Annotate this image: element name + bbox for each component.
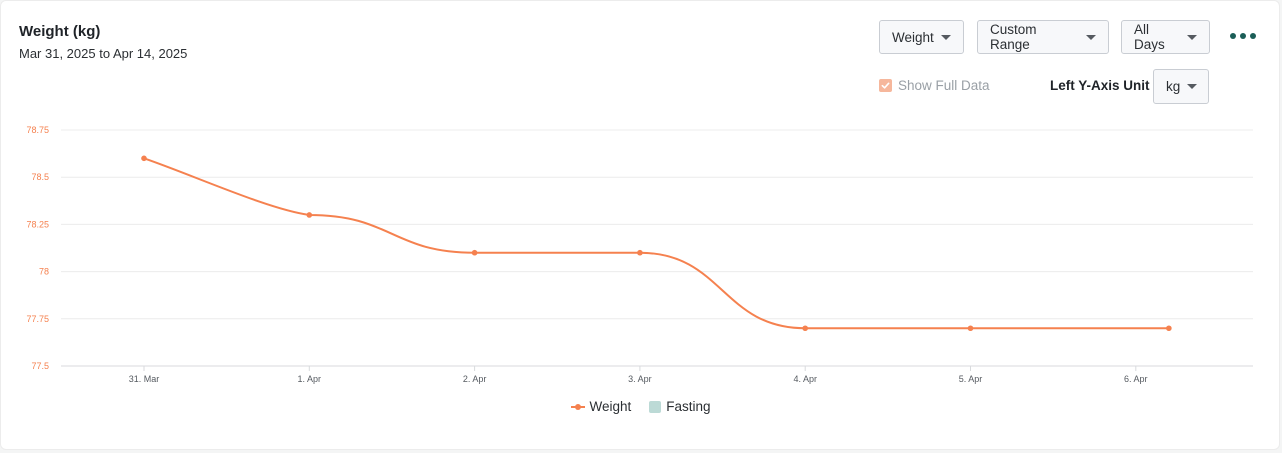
y-tick-label: 78.25 [26, 219, 49, 229]
data-point [471, 249, 478, 256]
left-axis-unit-label: Left Y-Axis Unit [1050, 78, 1150, 93]
data-point [802, 325, 808, 332]
legend-line-marker-icon [571, 403, 586, 410]
days-dropdown[interactable]: All Days [1121, 20, 1210, 54]
days-dropdown-label: All Days [1134, 22, 1165, 52]
unit-dropdown-label: kg [1166, 79, 1181, 94]
y-tick-label: 78.75 [26, 125, 49, 135]
data-point [967, 325, 974, 332]
legend-item-fasting[interactable]: Fasting [649, 399, 711, 414]
chevron-down-icon [1086, 34, 1096, 40]
legend-square-marker-icon [649, 400, 662, 413]
chart-legend: Weight Fasting [1, 399, 1281, 414]
unit-dropdown[interactable]: kg [1153, 69, 1209, 104]
y-tick-label: 77.75 [26, 314, 49, 324]
y-tick-label: 78 [39, 267, 49, 277]
show-full-data-checkbox[interactable]: Show Full Data [879, 78, 990, 93]
series-line-weight [143, 157, 1169, 330]
chevron-down-icon [1187, 84, 1198, 89]
chevron-down-icon [1187, 34, 1197, 40]
show-full-data-label: Show Full Data [898, 78, 990, 93]
metric-dropdown[interactable]: Weight [879, 20, 964, 54]
x-tick-label: 1. Apr [298, 374, 322, 384]
data-point [306, 212, 313, 218]
y-tick-label: 77.5 [31, 361, 49, 371]
range-dropdown-label: Custom Range [990, 22, 1037, 52]
legend-item-weight[interactable]: Weight [571, 399, 631, 414]
data-point [637, 249, 643, 256]
x-tick-label: 31. Mar [129, 374, 160, 384]
x-tick-label: 5. Apr [959, 374, 983, 384]
legend-label-fasting: Fasting [666, 399, 711, 414]
x-tick-label: 2. Apr [463, 374, 487, 384]
range-dropdown[interactable]: Custom Range [977, 20, 1109, 54]
chart-title: Weight (kg) [19, 23, 101, 40]
checkbox-check-icon[interactable] [879, 79, 892, 92]
data-point [1166, 325, 1172, 332]
x-tick-label: 3. Apr [628, 374, 652, 384]
metric-dropdown-label: Weight [892, 29, 934, 45]
date-range-text: Mar 31, 2025 to Apr 14, 2025 [19, 46, 188, 61]
y-tick-label: 78.5 [31, 172, 49, 182]
x-tick-label: 6. Apr [1124, 374, 1148, 384]
data-point [141, 155, 147, 162]
x-tick-label: 4. Apr [793, 374, 817, 384]
chevron-down-icon [940, 34, 951, 40]
more-options-icon[interactable] [1230, 29, 1256, 43]
legend-label-weight: Weight [589, 399, 632, 414]
